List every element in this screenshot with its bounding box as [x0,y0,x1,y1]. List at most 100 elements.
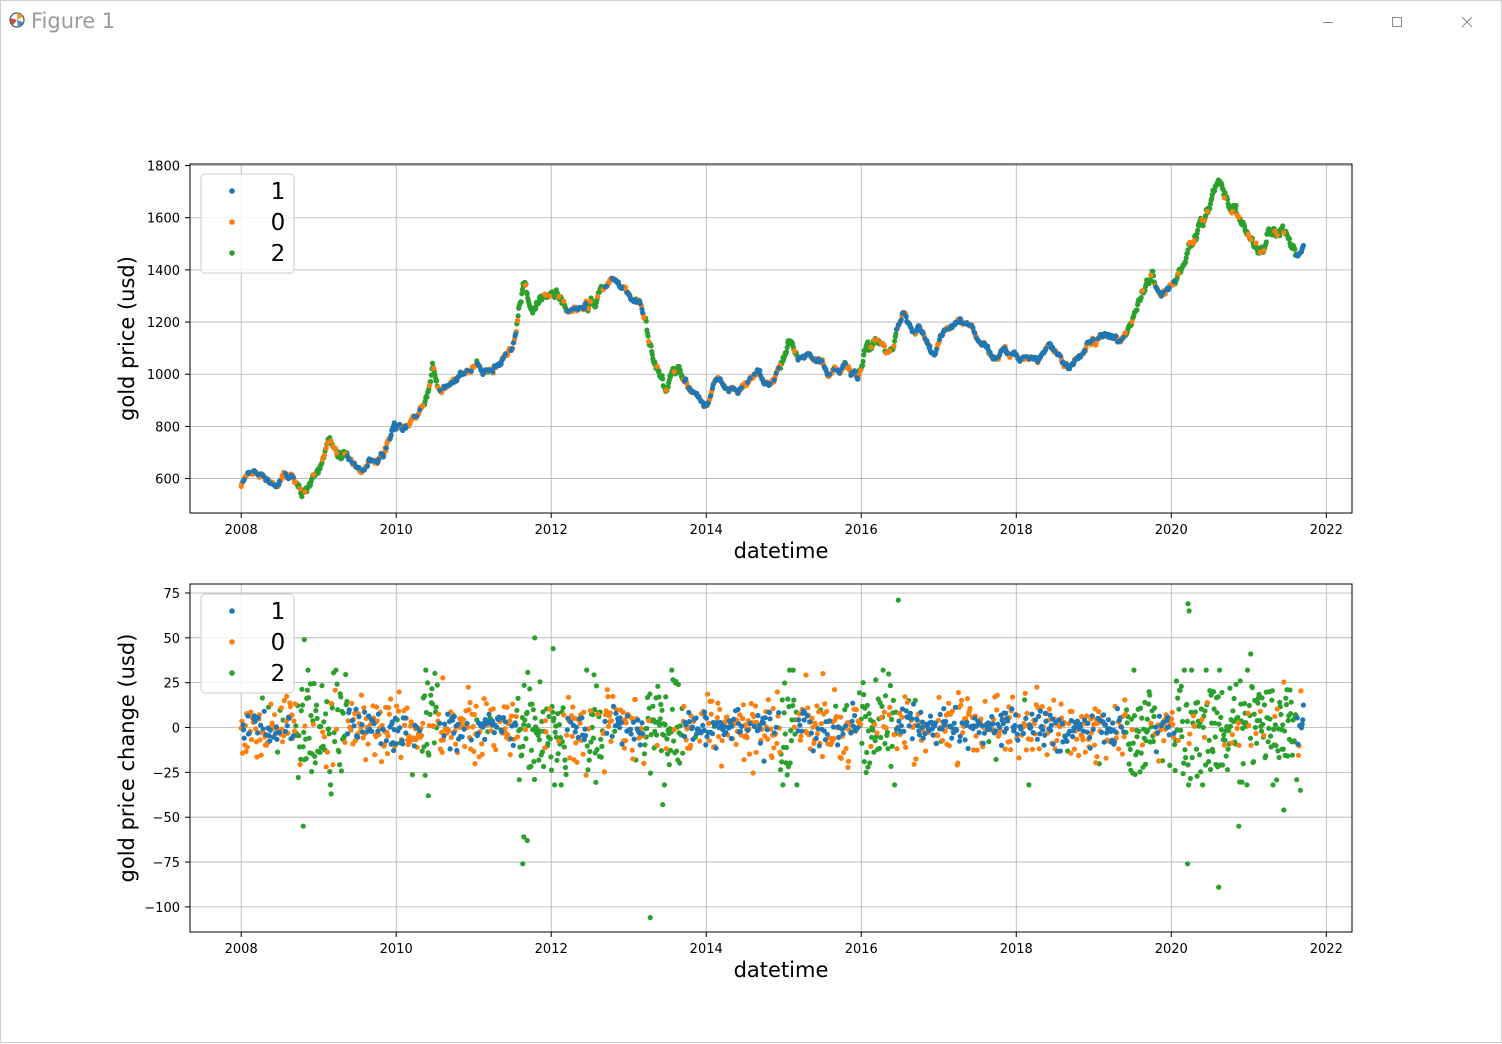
data-point-2 [516,777,522,783]
data-point-2 [1177,687,1183,694]
data-point-1 [628,731,634,737]
data-point-0 [1007,738,1013,745]
data-point-2 [324,699,330,705]
maximize-button[interactable] [1375,7,1419,37]
data-point-2 [536,757,542,763]
data-point-0 [843,745,849,752]
data-point-2 [876,745,883,752]
data-point-1 [582,300,589,307]
data-point-2 [788,738,795,744]
data-point-0 [567,755,573,761]
data-point-2 [338,768,344,774]
data-point-0 [514,317,521,324]
data-point-2 [677,760,683,766]
data-point-1 [957,316,963,322]
data-point-2 [1184,701,1190,708]
data-point-1 [468,368,474,374]
data-point-1 [952,704,959,710]
data-point-2 [1268,733,1274,739]
data-point-2 [860,358,866,365]
data-point-0 [1113,735,1119,741]
data-point-1 [1111,739,1118,745]
data-point-1 [508,736,514,742]
data-point-2 [432,670,438,676]
data-point-2 [1216,884,1222,890]
data-point-2 [861,692,867,698]
data-point-2 [1259,695,1265,701]
data-point-2 [520,743,526,750]
data-point-1 [260,726,266,732]
data-point-0 [798,733,804,739]
data-point-1 [572,729,578,735]
maximize-icon [1391,16,1403,28]
data-point-0 [384,751,391,757]
legend-label-1: 1 [271,599,286,625]
data-point-1 [637,742,643,748]
data-point-0 [936,694,942,700]
data-point-2 [527,686,533,692]
data-point-2 [336,749,342,755]
data-point-1 [1040,727,1046,733]
data-point-2 [424,741,430,747]
data-point-0 [819,753,826,760]
data-point-2 [1226,728,1232,734]
data-point-2 [1236,823,1242,829]
data-point-2 [1176,706,1182,712]
data-point-1 [267,738,273,744]
data-point-1 [464,720,470,727]
data-point-1 [739,385,745,391]
data-point-0 [586,305,592,312]
data-point-0 [746,751,753,757]
data-point-2 [661,782,668,788]
data-point-2 [1269,688,1275,694]
data-point-0 [1234,725,1240,732]
data-point-1 [951,720,957,726]
data-point-0 [1079,714,1085,720]
data-point-2 [298,708,304,714]
data-point-1 [1101,739,1107,745]
data-point-0 [1028,736,1034,743]
data-point-0 [621,745,628,751]
legend-marker-2 [229,250,235,256]
data-point-0 [791,348,798,354]
data-point-1 [998,742,1005,749]
data-point-0 [744,735,750,741]
data-point-1 [919,724,925,730]
data-point-1 [1095,335,1101,342]
data-point-2 [295,774,301,781]
data-point-2 [871,749,877,755]
data-point-1 [1105,717,1111,723]
minimize-button[interactable] [1306,7,1350,37]
data-point-2 [878,734,884,741]
data-point-2 [662,722,668,728]
title-bar[interactable]: Figure 1 [1,1,1501,45]
data-point-0 [292,728,298,734]
data-point-1 [240,722,246,728]
data-point-2 [593,683,600,689]
data-point-1 [705,400,711,406]
data-point-0 [1056,731,1062,737]
data-point-2 [591,672,597,678]
data-point-2 [1220,762,1226,768]
data-point-1 [907,710,914,716]
data-point-1 [901,310,907,316]
data-point-2 [1203,762,1209,768]
data-point-1 [499,729,505,735]
data-point-2 [545,741,551,747]
data-point-2 [884,729,891,735]
data-point-1 [349,718,355,724]
data-point-2 [598,754,604,760]
data-point-1 [582,726,588,732]
data-point-1 [949,735,955,741]
data-point-0 [748,701,754,707]
data-point-0 [958,697,965,703]
close-button[interactable] [1445,7,1489,37]
window-title: Figure 1 [31,9,116,33]
data-point-1 [1043,718,1049,724]
data-point-1 [510,742,516,749]
data-point-2 [1218,714,1224,721]
data-point-1 [397,725,403,731]
data-point-0 [1021,720,1027,727]
data-point-0 [358,692,364,698]
data-point-2 [547,736,553,742]
